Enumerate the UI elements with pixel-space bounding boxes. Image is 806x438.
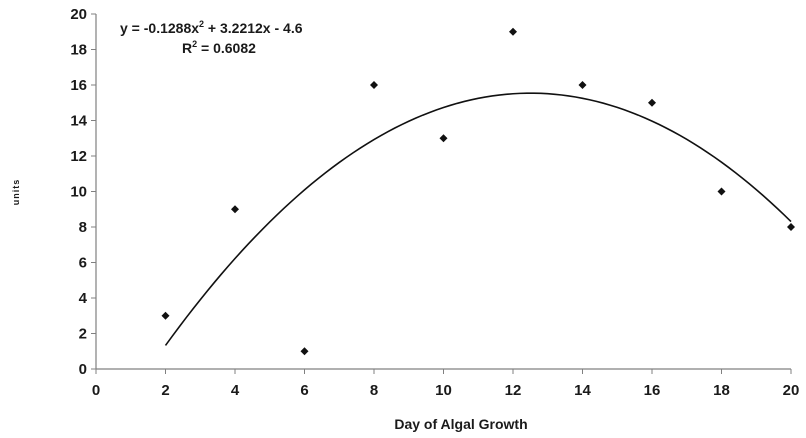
x-tick-label: 0 — [92, 382, 100, 399]
tick-labels: 0 2 4 6 8 10 12 14 16 18 20 0 2 4 6 8 10 12 14 16 18 20 — [70, 6, 799, 399]
y-tick-label: 14 — [70, 113, 87, 130]
trendline-equation: y = -0.1288x2 + 3.2212x - 4.6 — [120, 19, 303, 36]
x-tick-label: 2 — [161, 382, 169, 399]
y-tick-label: 12 — [70, 148, 87, 165]
x-tick-label: 6 — [300, 382, 308, 399]
y-tick-label: 10 — [70, 184, 87, 201]
y-tick-label: 8 — [79, 219, 87, 236]
data-point — [439, 134, 448, 143]
data-point — [161, 311, 170, 320]
data-point — [648, 98, 656, 107]
data-point — [231, 205, 239, 214]
y-tick-label: 16 — [70, 77, 87, 94]
y-tick-label: 20 — [70, 6, 87, 23]
x-tick-label: 16 — [644, 382, 661, 399]
data-point — [787, 223, 795, 231]
axes — [91, 13, 792, 374]
x-tick-label: 14 — [574, 382, 591, 399]
y-tick-label: 0 — [79, 361, 87, 378]
x-tick-label: 20 — [783, 382, 800, 399]
x-tick-label: 10 — [435, 382, 452, 399]
data-point — [300, 347, 309, 356]
data-point — [717, 187, 726, 196]
x-axis-title: Day of Algal Growth — [394, 416, 527, 432]
y-tick-label: 6 — [79, 255, 87, 272]
x-tick-label: 18 — [713, 382, 730, 399]
y-tick-label: 18 — [70, 42, 87, 59]
data-point — [509, 27, 517, 36]
trendline-r-squared: R2 = 0.6082 — [182, 39, 256, 56]
trendline — [164, 92, 792, 346]
data-points — [161, 27, 795, 356]
y-axis-title: units — [11, 179, 21, 206]
y-tick-label: 4 — [79, 290, 88, 307]
x-tick-label: 12 — [505, 382, 522, 399]
data-point — [370, 81, 378, 89]
x-tick-label: 4 — [231, 382, 240, 399]
x-tick-label: 8 — [370, 382, 378, 399]
data-point — [578, 81, 587, 89]
y-tick-label: 2 — [79, 326, 87, 343]
